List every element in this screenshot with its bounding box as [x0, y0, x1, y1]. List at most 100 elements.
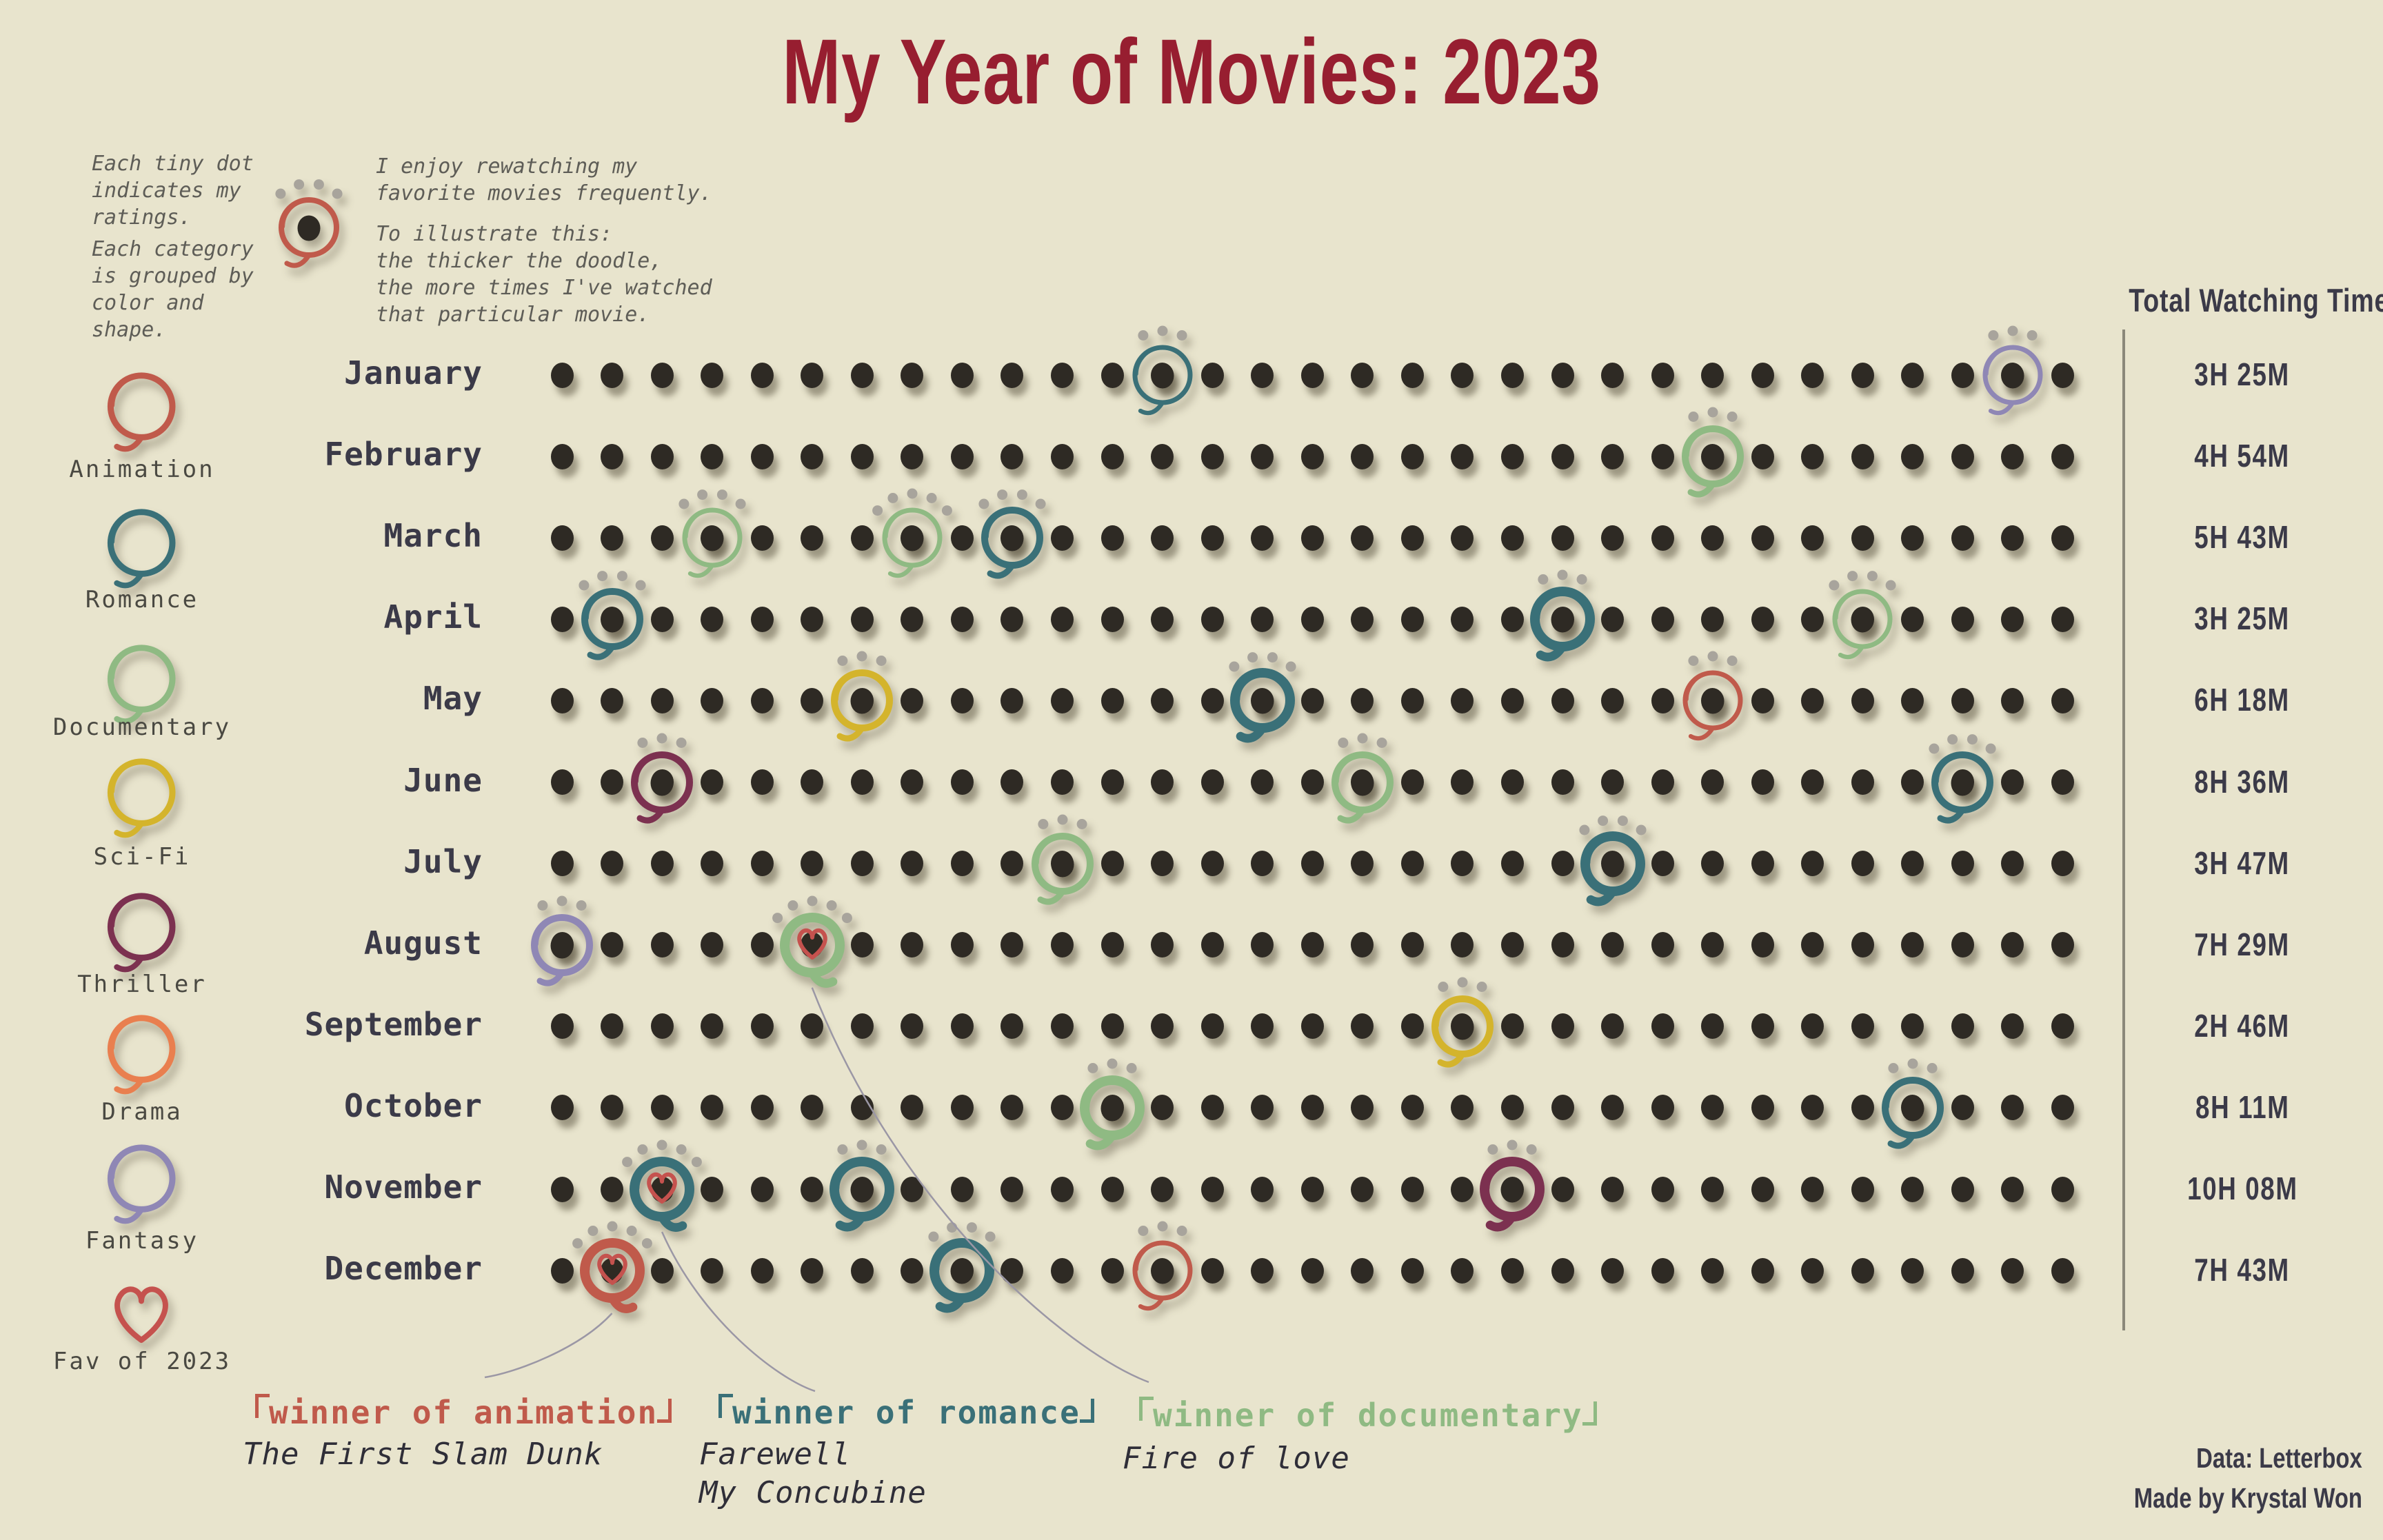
day-dot	[601, 687, 623, 713]
rating-dot	[656, 733, 667, 743]
day-dot	[1251, 606, 1274, 632]
day-dot	[1551, 1013, 1574, 1040]
rating-dot	[1285, 661, 1296, 672]
day-dot	[1951, 1176, 1974, 1202]
day-dot	[1200, 606, 1224, 632]
rating-dot	[1907, 1058, 1918, 1069]
rating-dot	[1137, 330, 1148, 341]
rating-dot	[856, 1139, 867, 1151]
day-dot	[1601, 525, 1625, 551]
rating-dot	[856, 651, 867, 662]
day-dot	[950, 1095, 974, 1121]
day-dot	[1400, 525, 1424, 551]
day-dot	[1551, 687, 1574, 713]
day-dot	[750, 932, 774, 958]
winner-movie-title: Farewell My Concubine	[699, 1437, 927, 1510]
day-dot	[801, 769, 824, 795]
movie-marker-documentary	[1829, 571, 1896, 660]
day-dot	[1051, 1257, 1074, 1284]
rating-dot	[1176, 330, 1187, 341]
credit-line-1: Data: Letterbox	[2196, 1442, 2362, 1474]
day-dot	[1601, 606, 1625, 632]
day-dot	[1051, 362, 1074, 388]
day-dot	[1500, 1257, 1524, 1284]
day-dot	[750, 1013, 774, 1040]
rating-dot	[1229, 661, 1240, 672]
day-dot	[1701, 525, 1725, 551]
day-dot	[1001, 1176, 1024, 1202]
day-dot-center	[1051, 851, 1074, 878]
day-dot	[550, 606, 574, 632]
day-dot	[2051, 525, 2074, 551]
day-dot	[1701, 1095, 1725, 1121]
day-dot	[1400, 769, 1424, 795]
day-dot	[1151, 1095, 1174, 1121]
day-dot	[601, 851, 623, 877]
rating-dot	[997, 489, 1008, 500]
winner-tag-text: winner of romance	[732, 1394, 1080, 1431]
day-dot	[1901, 1257, 1924, 1284]
time-column-divider	[2122, 330, 2125, 1330]
day-dot	[1751, 932, 1774, 958]
day-dot	[550, 769, 574, 795]
day-dot	[850, 1013, 874, 1040]
credit-line-2: Made by Krystal Won	[2133, 1482, 2362, 1514]
day-dot	[1500, 769, 1524, 795]
day-dot-center	[850, 688, 874, 714]
day-dot	[1651, 932, 1674, 958]
day-dot	[1851, 769, 1874, 795]
day-dot	[701, 1176, 724, 1202]
day-dot	[2001, 443, 2024, 469]
day-dot	[1051, 687, 1074, 713]
day-dot	[1500, 1013, 1524, 1040]
rating-dot	[1035, 498, 1046, 509]
rating-dot	[1985, 743, 1996, 753]
day-dot	[1801, 525, 1824, 551]
day-dot	[650, 443, 674, 469]
day-dot	[1751, 851, 1774, 877]
day-dot	[1801, 362, 1824, 388]
day-dot	[1551, 443, 1574, 469]
day-dot	[2001, 932, 2024, 958]
rating-dot	[1157, 325, 1168, 336]
day-dot	[650, 687, 674, 713]
day-dot	[901, 362, 924, 388]
day-dot	[1551, 1176, 1574, 1202]
day-dot	[1300, 1176, 1324, 1202]
day-dot	[1351, 1095, 1374, 1121]
day-dot	[1551, 1257, 1574, 1284]
movie-marker-thriller	[631, 733, 694, 823]
movie-marker-romance	[1229, 652, 1296, 743]
legend-label-drama: Drama	[101, 1098, 183, 1126]
day-dot	[1300, 1095, 1324, 1121]
movie-marker-sci-fi	[831, 651, 894, 742]
day-dot-center	[1500, 1177, 1524, 1203]
legend-animation-icon	[107, 372, 176, 452]
day-dot	[1801, 606, 1824, 632]
day-dot	[550, 525, 574, 551]
day-dot	[1151, 606, 1174, 632]
day-dot	[1500, 362, 1524, 388]
close-corner-bracket	[1582, 1397, 1597, 1428]
rating-dot	[1885, 580, 1896, 591]
day-dot	[1051, 932, 1074, 958]
day-dot	[550, 1095, 574, 1121]
day-dot	[801, 1176, 824, 1202]
day-dot	[1601, 1257, 1625, 1284]
day-dot	[1051, 1095, 1074, 1121]
winner-movie-title: Fire of love	[1123, 1441, 1350, 1476]
day-dot	[1451, 606, 1474, 632]
day-dot	[650, 606, 674, 632]
day-dot	[1601, 1013, 1625, 1040]
movie-marker-romance	[978, 489, 1046, 579]
day-dot	[1451, 443, 1474, 469]
day-dot	[1400, 1013, 1424, 1040]
rating-dot	[641, 1238, 652, 1249]
day-dot	[1200, 362, 1224, 388]
day-dot	[750, 1095, 774, 1121]
day-dot	[1551, 851, 1574, 877]
day-dot	[1651, 1176, 1674, 1202]
movie-marker-animation	[1682, 651, 1743, 741]
rating-dot	[1376, 737, 1387, 748]
